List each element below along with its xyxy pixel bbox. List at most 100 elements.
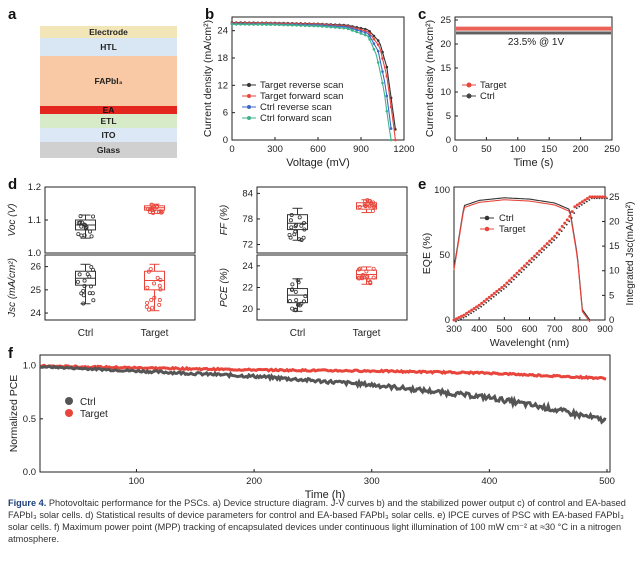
jv-point [308,24,311,28]
jsc-point [144,304,149,309]
eqe-integrated-ctrl-point [538,254,540,256]
jsc-point [87,274,92,279]
mpp-xtick-label: 100 [129,476,145,487]
jv-ytick-label: 6 [223,108,228,119]
jv-point [278,23,281,27]
eqe-xtick-label: 800 [572,324,588,335]
ff-ytick-label: 84 [242,188,253,199]
eqe-y2tick-label: 5 [609,290,614,301]
eqe-integrated-ctrl-point [492,295,495,298]
eqe-integrated-ctrl-point [512,278,515,281]
jsc-point [146,269,151,274]
eqe-integrated-ctrl-point [455,320,457,323]
pce-box [287,288,308,304]
panel-e-letter: e [418,176,427,193]
eqe-integrated-ctrl-point [585,200,588,203]
ff-point [368,199,373,204]
eqe-integrated-point [475,305,479,309]
eqe-integrated-point [470,308,474,312]
jv-point [325,25,328,29]
jv-point [394,138,397,142]
eqe-integrated-point [565,218,569,222]
stack-layer-5: ITO [40,128,177,142]
jsc-point [90,291,95,296]
eqe-integrated-ctrl-point [502,288,505,290]
eqe-integrated-ctrl-point [560,230,563,233]
jv-legend-marker-2 [247,105,251,109]
pce-point [365,274,370,279]
eqe-integrated-ctrl-point [545,246,548,249]
eqe-integrated-ctrl-point [575,207,578,210]
eqe-integrated-ctrl-point [533,259,535,261]
eqe-integrated-point [535,252,539,255]
mpp-legend-marker-1 [65,409,73,417]
pce-point [290,306,295,311]
panel-d-letter: d [8,176,18,193]
eqe-xtick-label: 600 [522,324,538,335]
voc-point [151,210,156,215]
eqe-integrated-ctrl-point [475,309,478,311]
eqe-integrated-point [492,291,496,295]
eqe-integrated-ctrl-point [543,249,545,251]
pce-ylabel: PCE (%) [219,268,230,307]
voc-point [76,232,81,237]
jsc-point [81,301,86,306]
eqe-integrated-ctrl-point [487,299,490,302]
jv-point [368,34,371,38]
jv-point [385,65,389,69]
voc-point [158,209,163,214]
jv-point [359,29,363,33]
jv-point [252,23,255,26]
jv-point [265,23,268,26]
spo-ylabel: Current density (mA/cm²) [424,20,436,137]
eqe-integrated-point [510,276,514,280]
eqe-integrated-point [593,195,597,199]
eqe-integrated-ctrl-point [583,202,586,205]
eqe-integrated-ctrl-point [460,318,462,320]
mpp-target-trace [39,363,607,381]
mpp-ylabel: Normalized PCE [8,375,20,453]
eqe-integrated-ctrl-point [563,226,566,229]
eqe-integrated-point [583,198,587,202]
eqe-integrated-point [580,200,584,204]
ff-ytick-label: 78 [242,214,253,225]
eqe-integrated-point [502,284,506,288]
jsc-point [149,298,154,303]
jv-point [368,32,371,35]
mpp-legend-label-1: Target [80,409,108,420]
jsc-point [148,267,153,272]
jv-point [364,31,367,34]
jv-point [338,26,341,30]
voc-ylabel: Voc (V) [7,204,18,237]
eqe-integrated-ctrl-point [535,256,538,259]
pce-point [296,280,301,285]
eqe-xtick-label: 300 [446,324,462,335]
ff-ytick-label: 72 [242,239,253,250]
pce-point [295,302,300,307]
box-category2-1: Target [353,328,381,339]
pce-point [290,287,295,292]
jsc-point [88,284,93,289]
ff-point [288,218,293,223]
jsc-ytick-label: 26 [30,262,41,273]
jv-point [282,23,285,27]
voc-ytick-label: 1.1 [28,215,41,226]
ff-point [302,227,307,232]
eqe-integrated-ctrl-point [523,268,525,271]
jv-point [376,43,380,47]
jsc-ylabel: Jsc (mA/cm²) [7,258,18,318]
eqe-integrated-ctrl-point [570,217,573,219]
eqe-integrated-ctrl-point [507,283,510,286]
eqe-target-curve [453,199,591,323]
jv-point [381,70,384,73]
jv-legend-label-1: Target forward scan [260,91,343,102]
eqe-integrated-point [522,264,526,268]
eqe-integrated-point [538,249,542,253]
jv-legend-label-0: Target reverse scan [260,80,343,91]
jsc-point [145,300,150,305]
ff-point [301,220,306,225]
ff-point [301,235,306,240]
eqe-xlabel: Wavelenght (nm) [490,337,570,349]
jsc-point [152,295,157,300]
spo-frame [454,16,613,141]
